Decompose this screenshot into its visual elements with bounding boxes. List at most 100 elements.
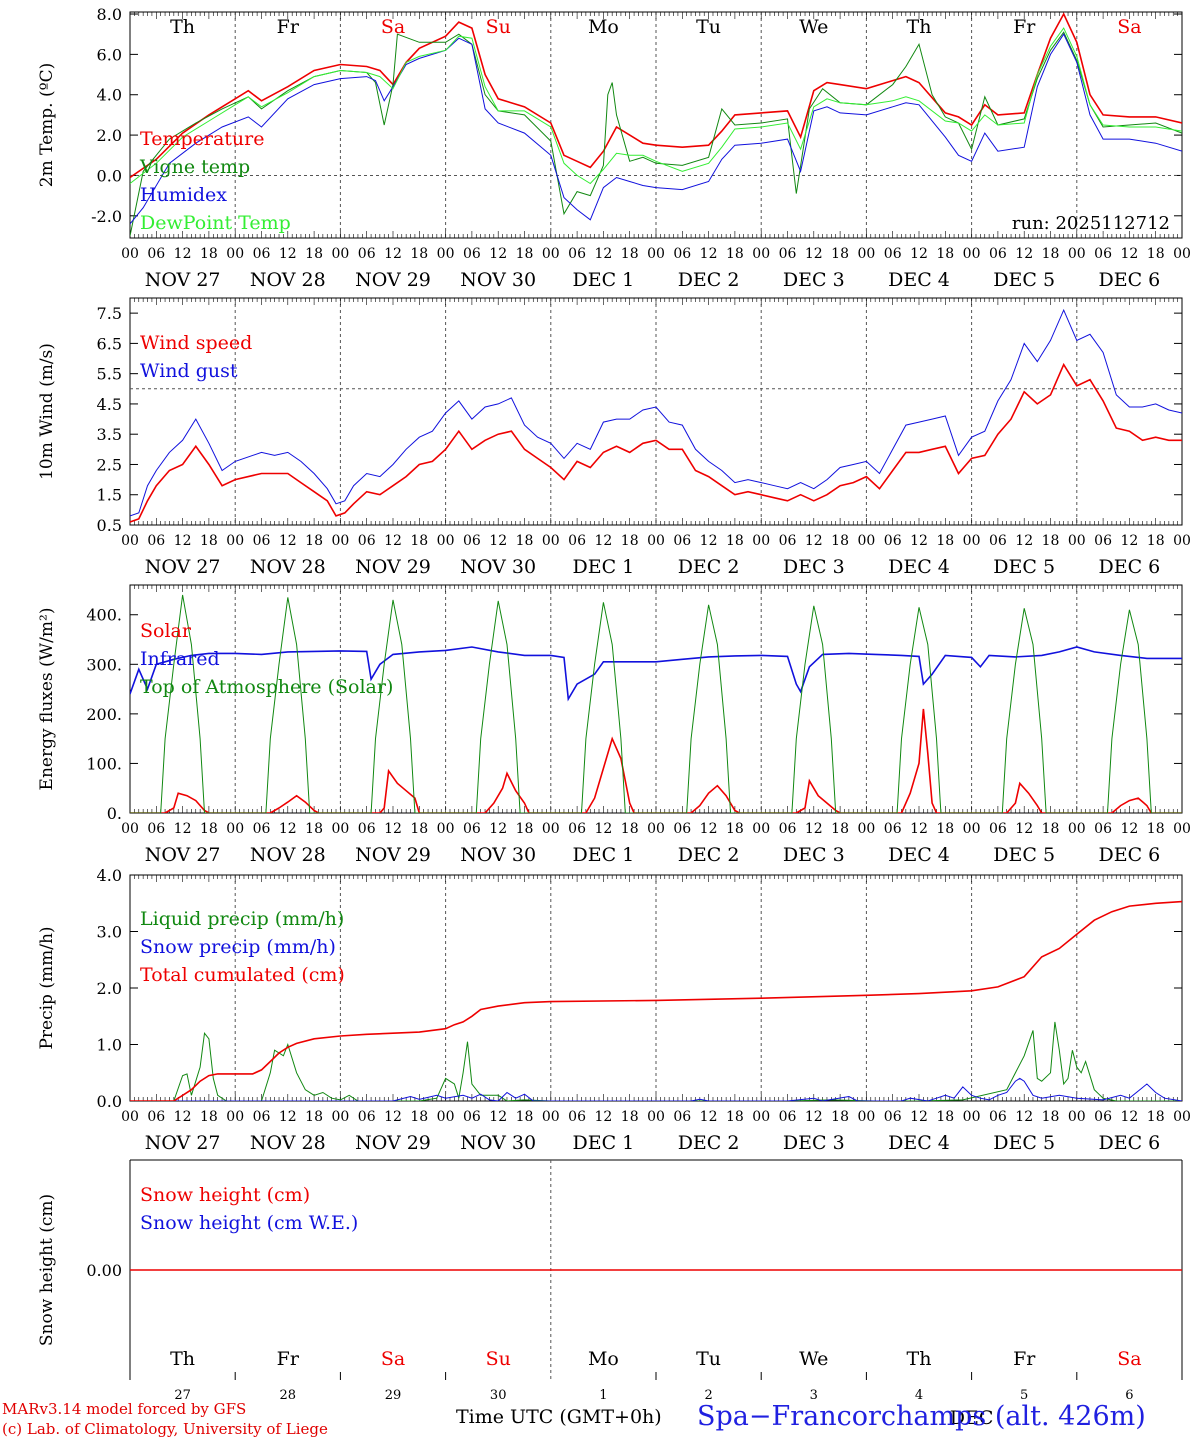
day-number-label: 3	[810, 1388, 818, 1403]
x-hour-label: 06	[147, 1109, 165, 1125]
x-hour-label: 18	[831, 1109, 849, 1125]
x-date-label: NOV 27	[145, 556, 221, 578]
day-name-label: Fr	[1013, 1348, 1036, 1370]
x-hour-label: 00	[647, 246, 665, 262]
day-number-label: 29	[385, 1388, 402, 1403]
x-hour-label: 00	[647, 1109, 665, 1125]
x-hour-label: 12	[489, 1109, 507, 1125]
x-hour-label: 00	[226, 246, 244, 262]
x-hour-label: 18	[516, 821, 534, 837]
day-name-label: Fr	[277, 1348, 300, 1370]
top-day-name: Mo	[588, 16, 619, 38]
x-hour-label: 06	[884, 1109, 902, 1125]
x-hour-label: 18	[200, 1109, 218, 1125]
x-hour-label: 00	[542, 1109, 560, 1125]
legend-entry: Snow precip (mm/h)	[140, 936, 336, 958]
x-hour-label: 18	[831, 246, 849, 262]
y-tick-label: 6.5	[97, 334, 122, 353]
x-hour-label: 18	[200, 246, 218, 262]
x-hour-label: 06	[253, 821, 271, 837]
x-hour-label: 18	[200, 533, 218, 549]
x-hour-label: 12	[279, 821, 297, 837]
x-date-label: DEC 5	[993, 269, 1055, 291]
x-hour-label: 12	[805, 821, 823, 837]
x-date-label: NOV 30	[460, 269, 536, 291]
x-hour-label: 12	[489, 821, 507, 837]
day-name-label: Mo	[588, 1348, 619, 1370]
x-hour-label: 00	[226, 821, 244, 837]
x-hour-label: 00	[542, 246, 560, 262]
x-hour-label: 06	[253, 533, 271, 549]
x-date-label: DEC 6	[1099, 1132, 1161, 1154]
y-axis-title: Energy fluxes (W/m²)	[37, 608, 57, 791]
x-hour-label: 18	[1147, 246, 1165, 262]
x-date-label: NOV 27	[145, 269, 221, 291]
x-hour-label: 18	[1042, 1109, 1060, 1125]
x-hour-label: 00	[752, 1109, 770, 1125]
x-hour-label: 06	[568, 821, 586, 837]
x-hour-label: 12	[700, 533, 718, 549]
top-day-name: Fr	[277, 16, 300, 38]
x-hour-label: 06	[673, 1109, 691, 1125]
x-hour-label: 12	[174, 821, 192, 837]
x-date-label: DEC 6	[1099, 556, 1161, 578]
day-name-label: We	[799, 1348, 828, 1370]
x-hour-label: 18	[1042, 821, 1060, 837]
legend-entry: Snow height (cm W.E.)	[140, 1212, 358, 1234]
x-date-label: NOV 29	[355, 269, 431, 291]
x-hour-label: 00	[437, 246, 455, 262]
x-hour-label: 06	[253, 1109, 271, 1125]
y-tick-label: 5.5	[97, 365, 122, 384]
x-hour-label: 18	[936, 533, 954, 549]
x-hour-label: 06	[989, 246, 1007, 262]
y-tick-label: 0.	[107, 804, 122, 823]
x-date-label: DEC 3	[783, 269, 845, 291]
legend-entry: Vigne temp	[139, 156, 250, 178]
x-hour-label: 06	[463, 533, 481, 549]
model-credit: MARv3.14 model forced by GFS	[2, 1400, 247, 1418]
x-hour-label: 12	[174, 533, 192, 549]
x-hour-label: 00	[1068, 533, 1086, 549]
series-humidex	[130, 33, 1182, 225]
x-date-label: DEC 3	[783, 556, 845, 578]
x-date-label: NOV 27	[145, 1132, 221, 1154]
x-hour-label: 18	[410, 246, 428, 262]
x-hour-label: 00	[647, 533, 665, 549]
x-hour-label: 06	[779, 821, 797, 837]
y-tick-label: -2.0	[91, 207, 122, 226]
x-hour-label: 06	[989, 1109, 1007, 1125]
top-day-name: Su	[486, 16, 511, 38]
y-tick-label: 4.0	[97, 866, 122, 885]
x-hour-label: 12	[174, 1109, 192, 1125]
legend-entry: Infrared	[140, 648, 220, 670]
x-date-label: DEC 1	[573, 1132, 635, 1154]
y-tick-label: 4.0	[97, 86, 122, 105]
x-hour-label: 00	[437, 821, 455, 837]
x-hour-label: 12	[279, 246, 297, 262]
x-hour-label: 18	[621, 821, 639, 837]
x-date-label: DEC 2	[678, 269, 740, 291]
x-hour-label: 06	[568, 533, 586, 549]
y-tick-label: 1.5	[97, 486, 122, 505]
x-hour-label: 06	[884, 533, 902, 549]
x-date-label: NOV 29	[355, 556, 431, 578]
top-day-name: Th	[907, 16, 932, 38]
x-hour-label: 00	[437, 1109, 455, 1125]
x-date-label: NOV 29	[355, 844, 431, 866]
x-hour-label: 00	[331, 821, 349, 837]
x-hour-label: 06	[358, 533, 376, 549]
x-hour-label: 12	[174, 246, 192, 262]
x-hour-label: 00	[963, 246, 981, 262]
day-number-label: 4	[915, 1388, 923, 1403]
x-hour-label: 18	[1147, 533, 1165, 549]
top-day-name: Sa	[1117, 16, 1141, 38]
legend-entry: Temperature	[140, 128, 264, 150]
x-hour-label: 18	[516, 246, 534, 262]
legend-entry: Wind speed	[140, 332, 252, 354]
x-hour-label: 12	[279, 533, 297, 549]
x-date-label: NOV 28	[250, 1132, 326, 1154]
x-date-label: NOV 27	[145, 844, 221, 866]
x-hour-label: 12	[700, 1109, 718, 1125]
x-hour-label: 06	[884, 246, 902, 262]
y-tick-label: 8.0	[97, 5, 122, 24]
